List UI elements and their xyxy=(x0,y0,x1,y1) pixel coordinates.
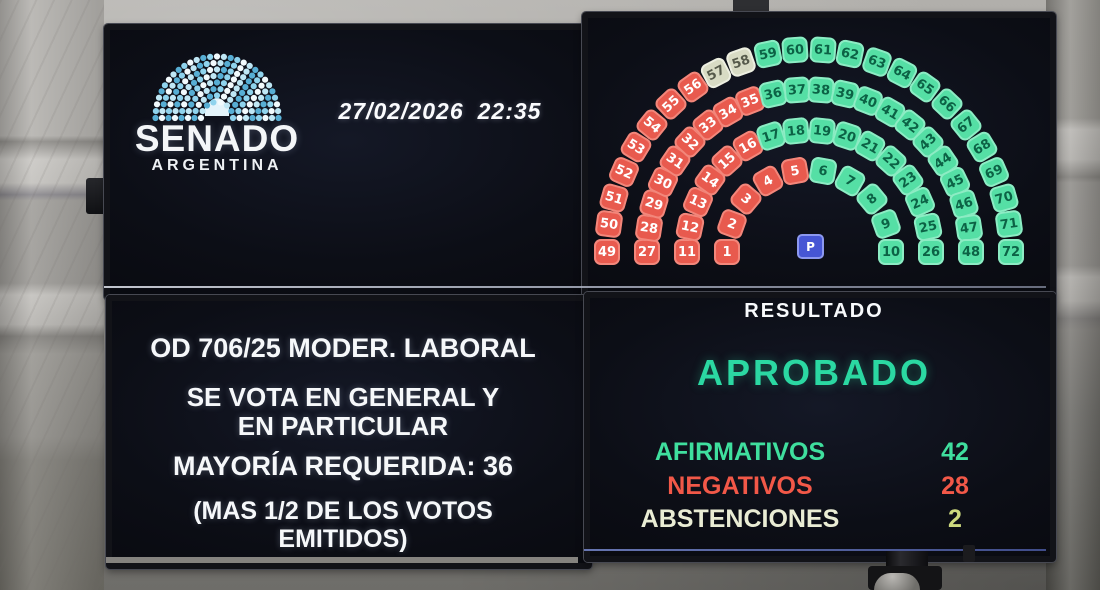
president-seat: P xyxy=(797,234,824,259)
seat-62: 62 xyxy=(834,38,866,70)
verdict-text: APROBADO xyxy=(696,352,931,393)
negative-count: 28 xyxy=(941,472,969,500)
affirmative-label: AFIRMATIVOS xyxy=(654,438,826,466)
seat-1: 1 xyxy=(714,239,740,265)
seat-59: 59 xyxy=(752,38,784,70)
wall-mount xyxy=(733,0,769,14)
bezel-bottom-highlight xyxy=(584,549,1046,551)
senado-logo-dots xyxy=(152,53,282,122)
screen-bracket xyxy=(86,178,108,214)
marble-column-left xyxy=(0,0,104,590)
logo-subtitle: ARGENTINA xyxy=(151,157,283,174)
logo-title: SENADO xyxy=(134,118,300,159)
topic-line-1: OD 706/25 MODER. LABORAL xyxy=(150,333,536,363)
bezel-seam-highlight xyxy=(104,286,1046,288)
seat-map-screen: P 1 2 3 4 5 6 7 8 9 10 11 12 13 14 15 16 17 18 19 20 21 22 23 2… xyxy=(582,12,1056,300)
result-title: RESULTADO xyxy=(744,300,884,322)
seat-72: 72 xyxy=(998,239,1024,265)
result-row-affirmative: AFIRMATIVOS 42 xyxy=(590,438,1038,466)
seat-71: 71 xyxy=(994,209,1024,240)
monitor-stand-knob xyxy=(963,545,975,562)
monitor-stand-ball xyxy=(874,573,920,590)
negative-label: NEGATIVOS xyxy=(667,472,813,500)
time-text: 22:35 xyxy=(477,98,542,124)
seat-10: 10 xyxy=(878,239,904,265)
abstention-count: 2 xyxy=(948,505,962,533)
affirmative-count: 42 xyxy=(941,438,969,466)
seat-37: 37 xyxy=(782,76,811,105)
seat-61: 61 xyxy=(808,36,837,65)
hemicycle: P 1 2 3 4 5 6 7 8 9 10 11 12 13 14 15 16 17 18 19 20 21 22 23 2… xyxy=(588,18,1050,294)
seat-60: 60 xyxy=(781,36,810,65)
result-row-abstention: ABSTENCIONES 2 xyxy=(590,505,1038,533)
datetime: 27/02/2026 22:35 xyxy=(306,98,574,125)
seat-18: 18 xyxy=(781,116,811,145)
topic-line-2: SE VOTA EN GENERAL Y EN PARTICULAR xyxy=(186,382,500,442)
seat-5: 5 xyxy=(779,156,810,187)
info-screen: SENADO ARGENTINA 27/02/2026 22:35 xyxy=(104,24,590,300)
seat-26: 26 xyxy=(918,239,944,265)
seat-49: 49 xyxy=(594,239,620,265)
bezel-bottom-strip xyxy=(106,557,578,563)
date-text: 27/02/2026 xyxy=(338,98,464,124)
seat-50: 50 xyxy=(594,209,624,240)
abstention-label: ABSTENCIONES xyxy=(640,505,840,533)
topic-line-4: (MAS 1/2 DE LOS VOTOS EMITIDOS) xyxy=(193,497,493,553)
topic-line-3: MAYORÍA REQUERIDA: 36 xyxy=(172,451,514,481)
seat-27: 27 xyxy=(634,239,660,265)
seat-48: 48 xyxy=(958,239,984,265)
result-row-negative: NEGATIVOS 28 xyxy=(590,472,1038,500)
seat-11: 11 xyxy=(674,239,700,265)
result-screen: RESULTADO APROBADO AFIRMATIVOS 42 NEGATI… xyxy=(584,292,1056,562)
seat-25: 25 xyxy=(912,211,944,243)
topic-screen: OD 706/25 MODER. LABORAL SE VOTA EN GENE… xyxy=(106,295,592,569)
